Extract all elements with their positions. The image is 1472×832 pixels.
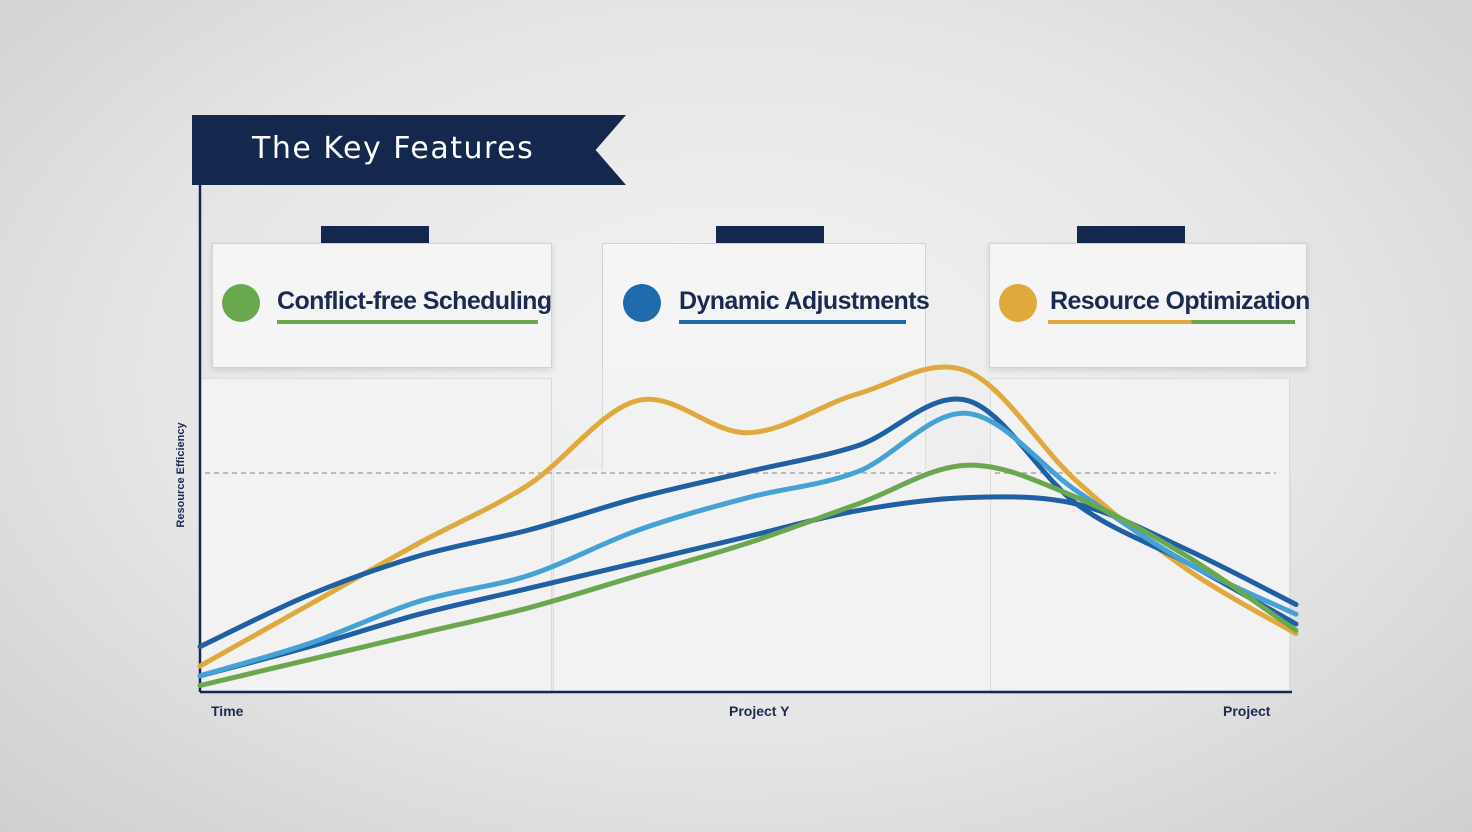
series-line-1 xyxy=(197,364,1299,669)
page-title: The Key Features xyxy=(252,131,535,166)
feature-card-resource-optimization: Resource Optimization xyxy=(989,243,1310,368)
series-line-5 xyxy=(197,462,1299,688)
blue-dot-icon xyxy=(623,284,661,322)
feature-label: Conflict-free Scheduling xyxy=(277,287,552,315)
feature-underline xyxy=(1048,320,1295,324)
orange-dot-icon xyxy=(999,284,1037,322)
feature-underline xyxy=(277,320,538,324)
y-axis-label: Resource Efficiency xyxy=(175,422,187,528)
feature-underline xyxy=(679,320,906,324)
card-tab xyxy=(321,226,429,244)
green-dot-icon xyxy=(222,284,260,322)
x-tick-label: Project xyxy=(1223,703,1271,719)
feature-card-dynamic-adjustments: Dynamic Adjustments xyxy=(602,243,930,367)
title-banner: The Key Features xyxy=(192,115,626,185)
card-tab xyxy=(1077,226,1185,244)
x-tick-label: Project Y xyxy=(729,703,790,719)
feature-label: Resource Optimization xyxy=(1050,287,1310,315)
x-tick-label: Time xyxy=(211,703,244,719)
feature-label: Dynamic Adjustments xyxy=(679,287,930,315)
series-line-2 xyxy=(197,396,1299,650)
feature-card-conflict-free-scheduling: Conflict-free Scheduling xyxy=(212,243,552,368)
card-tab xyxy=(716,226,824,244)
